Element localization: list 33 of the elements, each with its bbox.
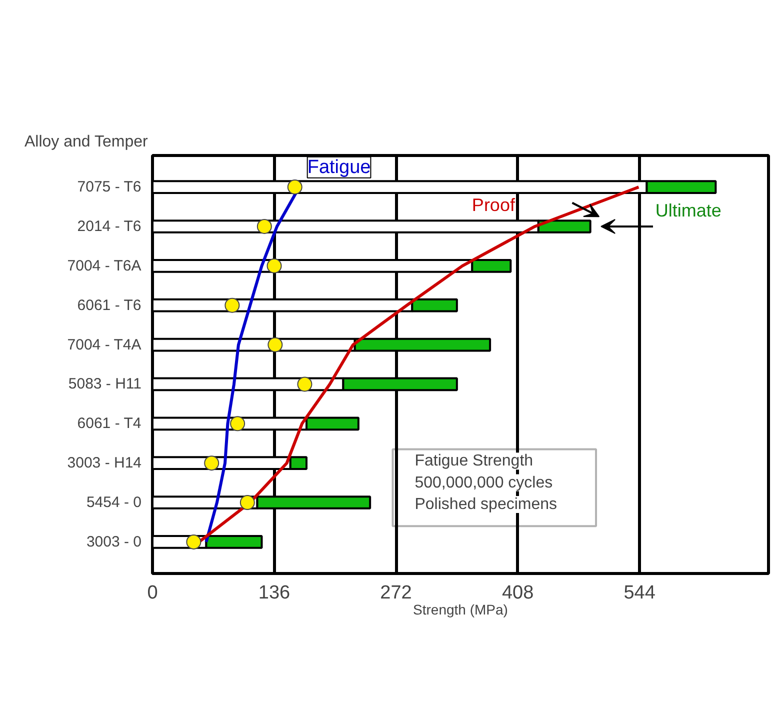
point bbox=[256, 218, 272, 234]
point bbox=[186, 534, 202, 550]
point bbox=[287, 180, 302, 195]
y-axis-title: Alloy and Temper bbox=[24, 134, 148, 150]
y-tick-label: 3003 - 0 bbox=[86, 533, 142, 550]
y-tick-label: 2014 - T6 bbox=[77, 218, 142, 235]
y-tick-label: 7004 - T6A bbox=[67, 257, 142, 274]
x-tick-label: 0 bbox=[147, 582, 158, 604]
y-tick-label: 7075 - T6 bbox=[77, 178, 142, 196]
point bbox=[266, 258, 282, 274]
series-label: Ultimate bbox=[655, 200, 722, 221]
point bbox=[297, 376, 312, 392]
point bbox=[240, 495, 255, 510]
y-tick-label: 5083 - H11 bbox=[68, 376, 142, 393]
point bbox=[268, 337, 283, 352]
x-axis-title: Strength (MPa) bbox=[413, 602, 508, 618]
y-tick-label: 3003 - H14 bbox=[67, 454, 142, 472]
x-tick-label: 544 bbox=[624, 582, 656, 604]
x-tick-label: 408 bbox=[502, 582, 534, 604]
y-tick-label: 6061 - T6 bbox=[77, 296, 142, 314]
y-tick-label: 6061 - T4 bbox=[77, 415, 142, 432]
series-label: Fatigue bbox=[307, 156, 371, 178]
x-tick-label: 136 bbox=[258, 582, 290, 604]
series-label: Proof bbox=[472, 194, 516, 215]
point bbox=[224, 298, 240, 313]
annotation: Fatigue Strength bbox=[414, 452, 534, 470]
y-tick-label: 7004 - T4A bbox=[67, 336, 142, 354]
y-tick-label: 5454 - 0 bbox=[86, 494, 142, 512]
annotation: 500,000,000 cycles bbox=[414, 474, 553, 492]
annotation: Polished specimens bbox=[414, 496, 558, 513]
point bbox=[204, 456, 220, 471]
point bbox=[230, 416, 246, 432]
x-tick-label: 272 bbox=[380, 582, 412, 604]
